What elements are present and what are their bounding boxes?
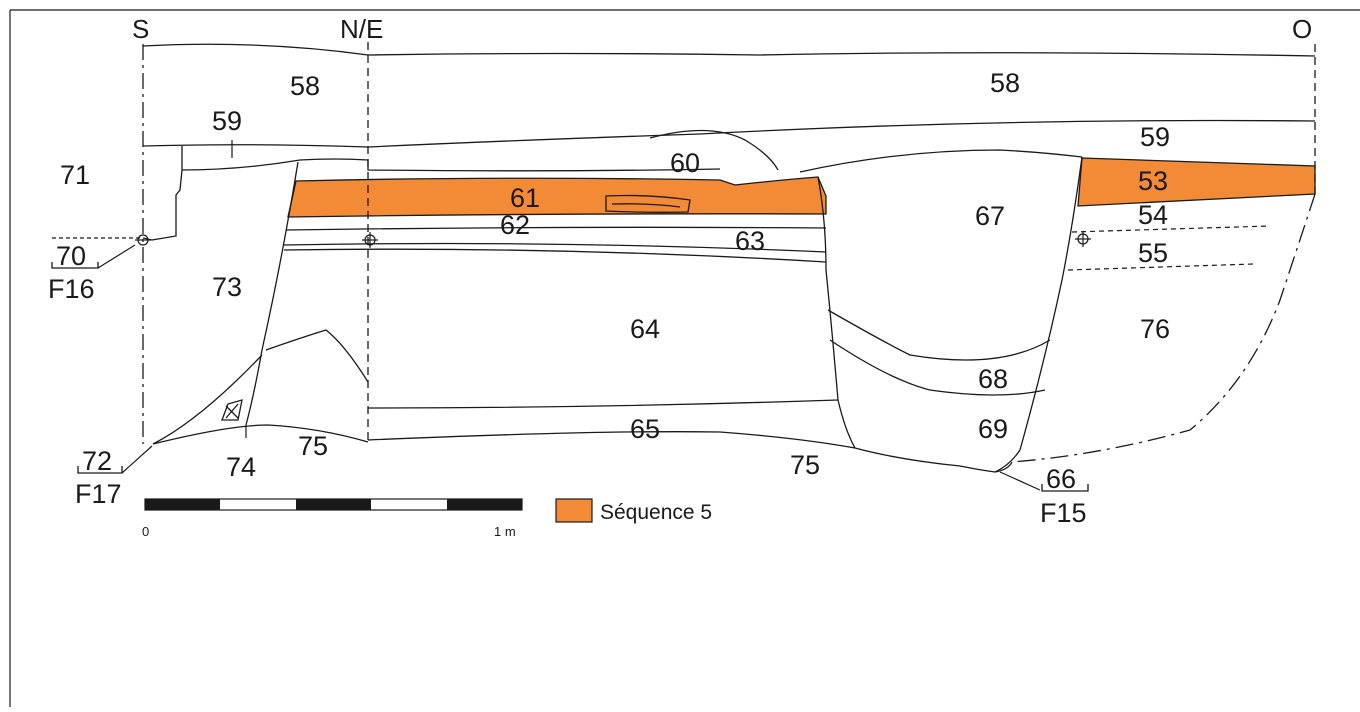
layer-label-59-left: 59 bbox=[212, 106, 242, 136]
boundary-64-65 bbox=[367, 399, 839, 409]
feature-code-f17: F17 bbox=[75, 479, 122, 509]
leader-72 bbox=[121, 445, 153, 474]
layer-label-65: 65 bbox=[630, 414, 660, 444]
boundary-54-dashed bbox=[1071, 225, 1271, 233]
layer-label-74: 74 bbox=[226, 452, 256, 482]
layer-label-75-left: 75 bbox=[298, 431, 328, 461]
boundary-58-59 bbox=[142, 119, 1316, 148]
direction-label-s: S bbox=[132, 14, 149, 44]
layer-label-61: 61 bbox=[510, 183, 540, 213]
boundary-63-64 bbox=[283, 242, 827, 253]
layer-label-53: 53 bbox=[1138, 166, 1168, 196]
layer-label-76: 76 bbox=[1140, 314, 1170, 344]
layer-label-60: 60 bbox=[670, 148, 700, 178]
mound-60-top bbox=[649, 129, 779, 171]
layer-label-68: 68 bbox=[978, 364, 1008, 394]
scale-label-end: 1 m bbox=[494, 524, 516, 539]
layer-label-58-left: 58 bbox=[290, 71, 320, 101]
boundary-55-dashed bbox=[1067, 263, 1255, 271]
direction-label-ne: N/E bbox=[340, 14, 383, 44]
profile-71-edge bbox=[142, 146, 183, 241]
layer-53-fill bbox=[1077, 157, 1316, 207]
layer-label-71: 71 bbox=[60, 160, 90, 190]
scale-label-start: 0 bbox=[142, 524, 149, 539]
boundary-68-69 bbox=[829, 339, 1046, 396]
pit-76-outline bbox=[1011, 193, 1316, 463]
pit-74-outline bbox=[152, 354, 263, 445]
datum-marker-S bbox=[52, 234, 151, 246]
layer-61-fill bbox=[287, 176, 827, 218]
feature-unit-70: 70 bbox=[56, 241, 86, 271]
layer-label-55: 55 bbox=[1138, 238, 1168, 268]
datum-marker-O bbox=[1075, 231, 1091, 247]
layer-label-63: 63 bbox=[735, 226, 765, 256]
layer-label-64: 64 bbox=[630, 314, 660, 344]
layer-label-59-right: 59 bbox=[1140, 122, 1170, 152]
feature-code-f16: F16 bbox=[48, 274, 95, 304]
layer-label-54: 54 bbox=[1138, 200, 1168, 230]
boundary-67-68 bbox=[827, 309, 1051, 361]
pit-67-left-wall bbox=[817, 176, 1013, 473]
legend-label: Séquence 5 bbox=[600, 501, 712, 524]
feature-bracket-72 bbox=[77, 466, 123, 474]
layer-label-62: 62 bbox=[500, 210, 530, 240]
layer-label-58-right: 58 bbox=[990, 68, 1020, 98]
feature-bracket-66 bbox=[1041, 484, 1089, 492]
boundary-62-63 bbox=[285, 226, 827, 231]
direction-label-o: O bbox=[1292, 14, 1312, 44]
scale-bar-segment-3 bbox=[296, 499, 371, 510]
layer-label-67: 67 bbox=[975, 201, 1005, 231]
scale-bar bbox=[144, 498, 523, 511]
artefact-outline bbox=[605, 194, 691, 213]
legend-swatch-sequence-5 bbox=[555, 498, 593, 523]
surface-line bbox=[142, 43, 1316, 57]
pit-73-boundary-74 bbox=[265, 329, 369, 383]
feature-bracket-70 bbox=[51, 262, 99, 269]
pit-74-base bbox=[152, 424, 369, 445]
feature-unit-72: 72 bbox=[82, 446, 112, 476]
feature-code-f15: F15 bbox=[1040, 498, 1087, 528]
boundary-65-base bbox=[367, 431, 856, 449]
scale-bar-segment-1 bbox=[145, 499, 220, 510]
boundary-64-top bbox=[283, 248, 827, 263]
layer-label-73: 73 bbox=[212, 272, 242, 302]
leader-70 bbox=[97, 244, 136, 269]
leader-66 bbox=[999, 471, 1041, 491]
boundary-59-60 bbox=[181, 158, 721, 172]
layer-label-69: 69 bbox=[978, 414, 1008, 444]
feature-unit-66: 66 bbox=[1046, 464, 1076, 494]
stone-74 bbox=[221, 399, 243, 421]
boundary-59-67 bbox=[799, 149, 1083, 173]
scale-bar-segment-5 bbox=[447, 499, 522, 510]
pit-73-wall-right bbox=[245, 161, 299, 426]
datum-marker-NE bbox=[362, 232, 378, 248]
layer-label-75-right: 75 bbox=[790, 450, 820, 480]
pit-67-right-wall bbox=[994, 156, 1083, 473]
